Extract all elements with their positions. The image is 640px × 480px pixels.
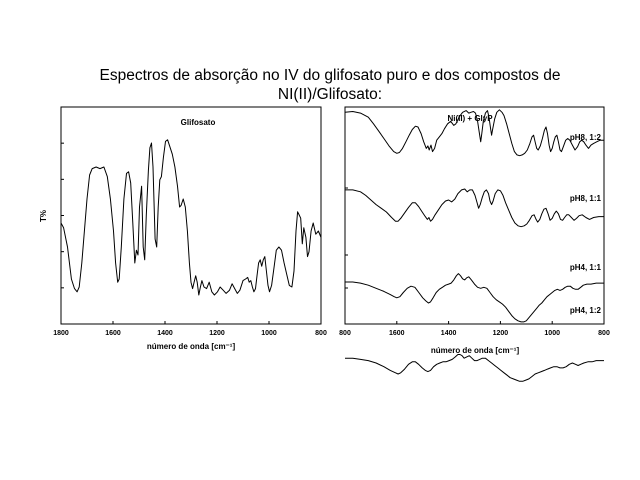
y-axis-label: T% [39,210,48,222]
series-label: pH8, 1:2 [570,133,602,142]
x-tick-label: 1600 [389,330,405,337]
x-tick-label: 1200 [209,330,225,337]
series-line [344,109,604,157]
series-line [345,273,604,323]
series-line [345,354,604,382]
glifosato-spectrum-chart: Glifosato T% número de onda [cm⁻¹] 1800 1… [39,106,327,351]
series-line-glifosato [60,139,322,296]
x-tick-label: 1000 [261,330,277,337]
series-label: pH8, 1:1 [570,194,602,203]
page-title-line-1: Espectros de absorção no IV do glifosato… [99,67,561,84]
plot-frame [60,106,322,325]
plot-frame [344,106,605,325]
chart-title: Ni(II) + GlyP [447,114,493,123]
series-label: pH4, 1:1 [570,263,602,272]
series-label: pH4, 1:2 [570,306,602,315]
x-tick-label: 800 [315,330,327,337]
ni-glyp-spectrum-chart: Ni(II) + GlyP número de onda [cm⁻¹] 800 1… [339,106,610,382]
series-line [345,188,604,228]
x-tick-label: 800 [598,330,610,337]
x-tick-label: 1800 [53,330,69,337]
x-tick-label: 800 [339,330,351,337]
page-title: Espectros de absorção no IV do glifosato… [60,66,600,104]
x-tick-label: 1000 [544,330,560,337]
x-axis-label: número de onda [cm⁻¹] [147,342,236,351]
x-tick-label: 1200 [493,330,509,337]
x-tick-label: 1400 [157,330,173,337]
x-axis-label: número de onda [cm⁻¹] [431,346,520,355]
chart-title: Glifosato [181,118,216,127]
x-tick-label: 1400 [441,330,457,337]
x-tick-label: 1600 [105,330,121,337]
page-title-line-2: NI(II)/Glifosato: [277,86,383,103]
